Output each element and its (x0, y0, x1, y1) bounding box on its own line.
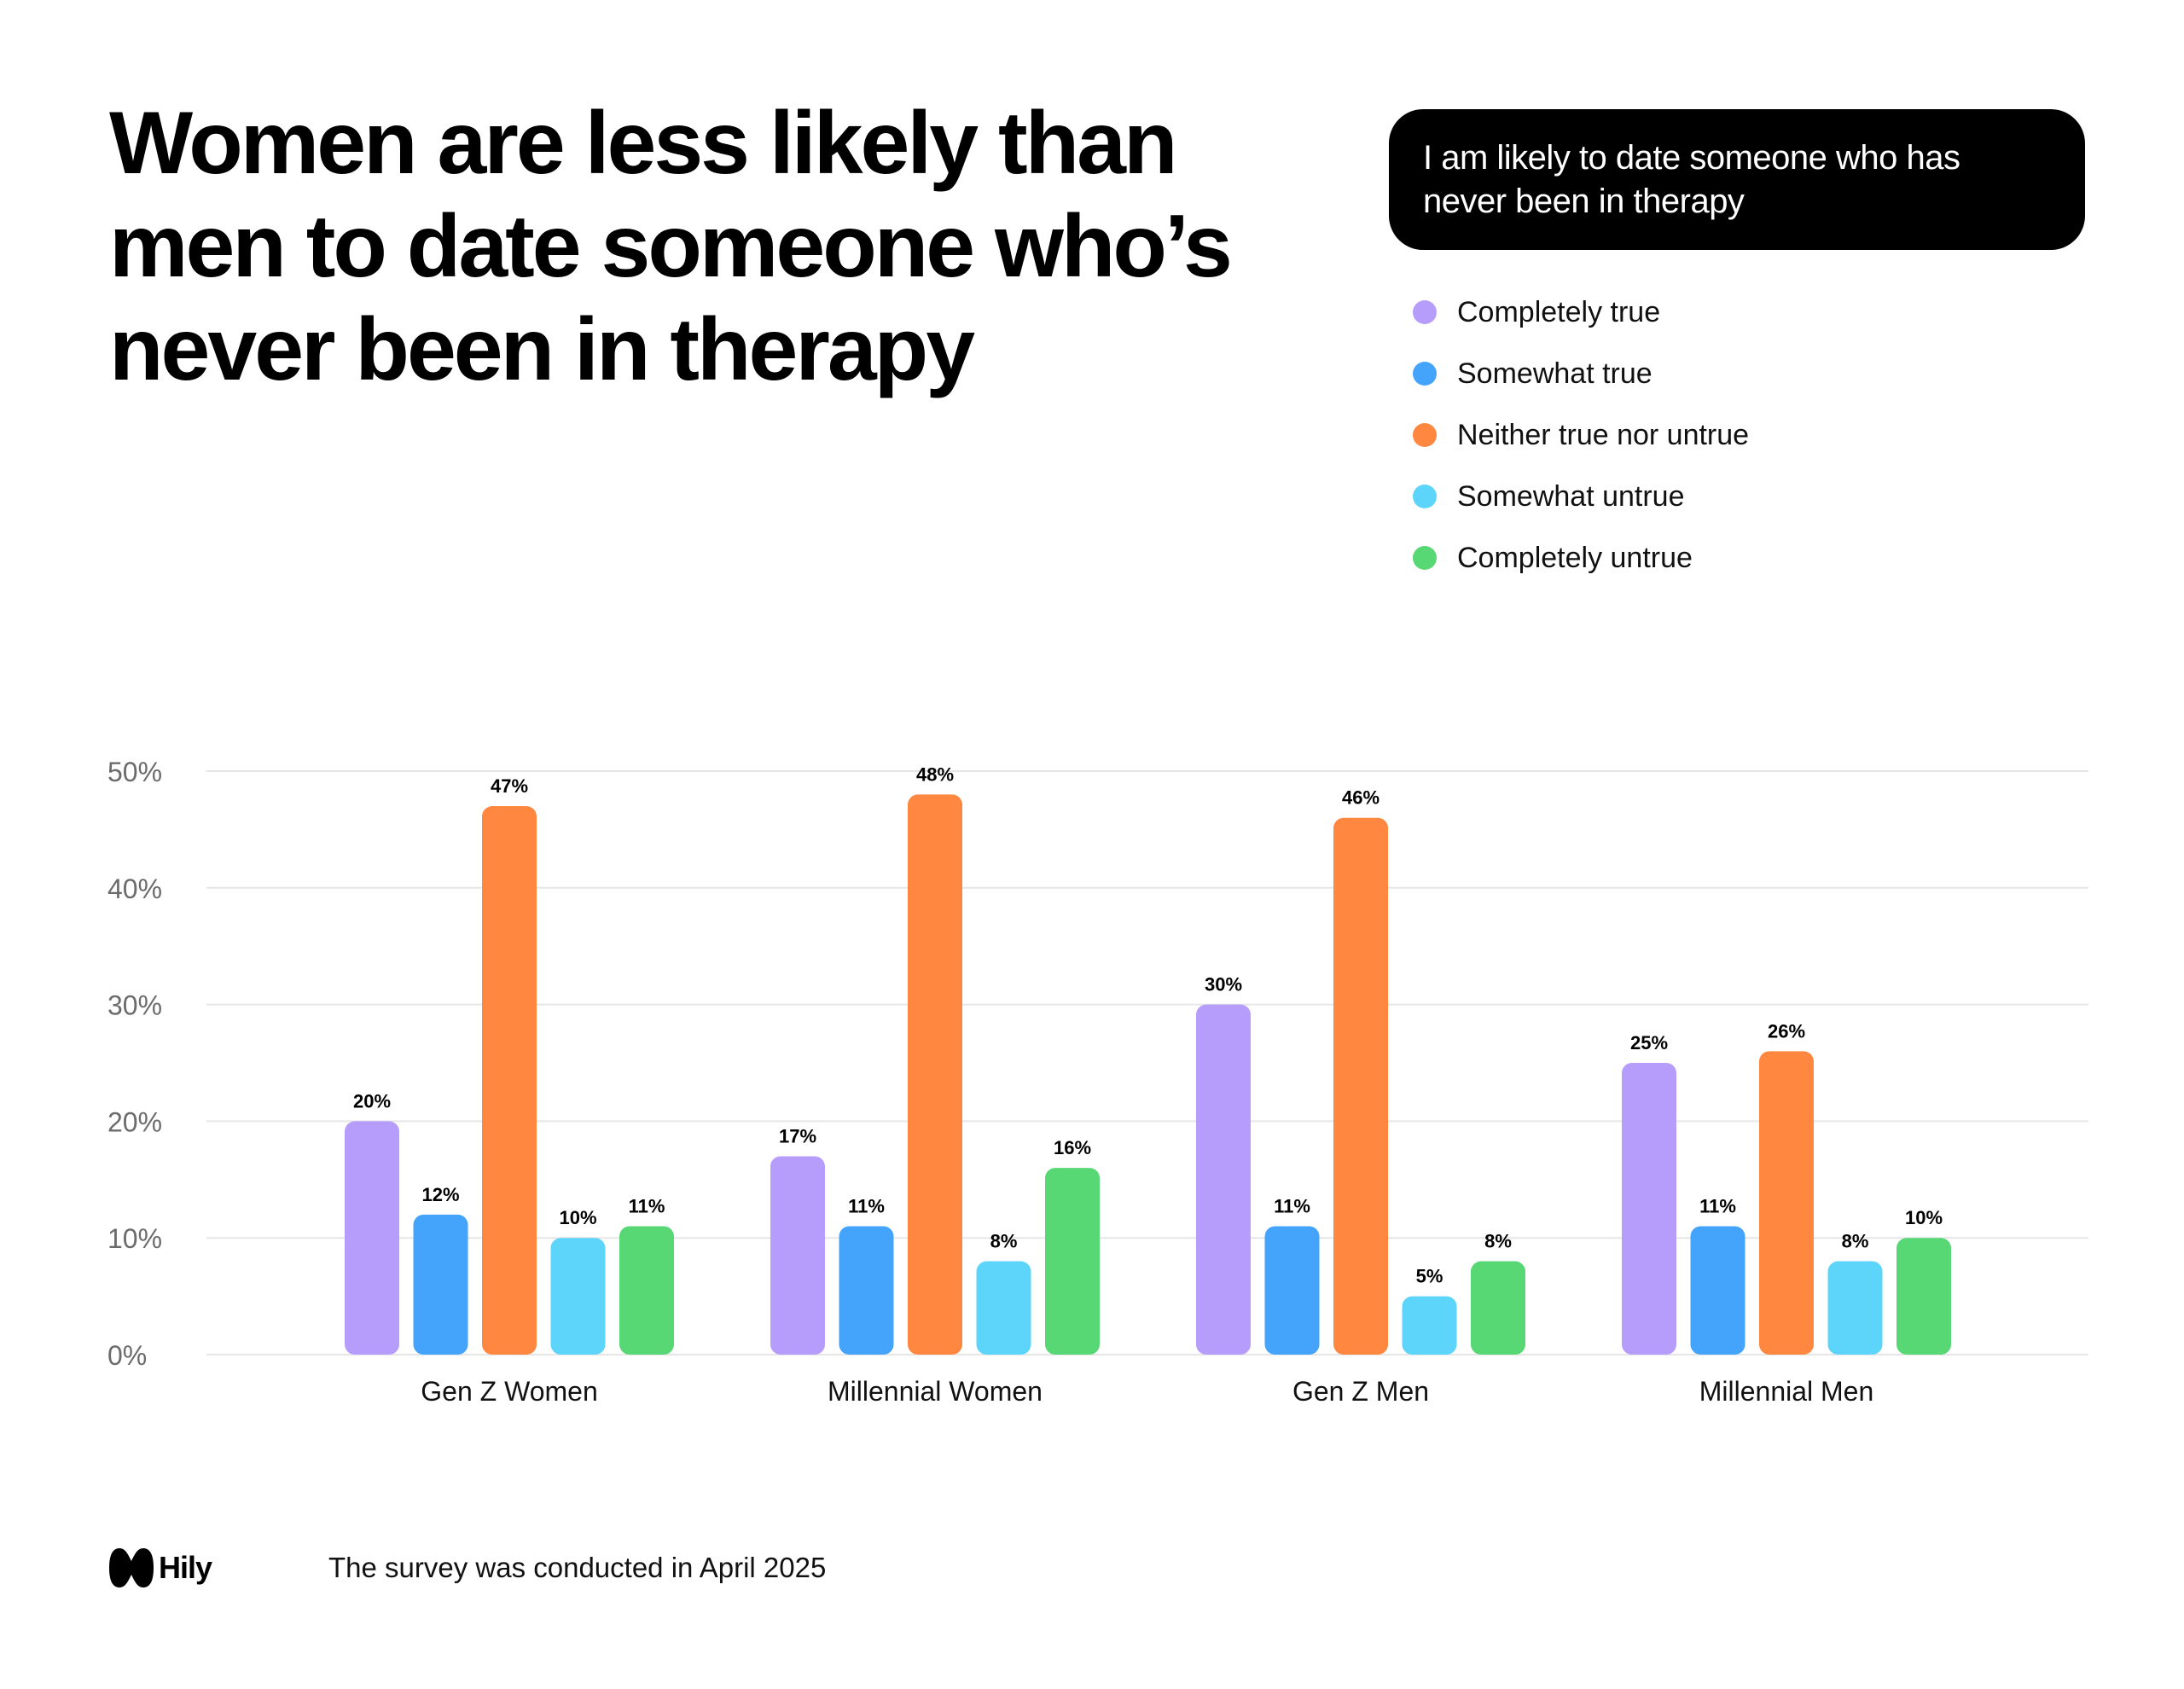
legend-label: Somewhat true (1457, 357, 1653, 390)
bar-value-label: 8% (1842, 1231, 1869, 1252)
legend-dot-icon (1413, 485, 1437, 508)
hily-logo: Hily (109, 1544, 212, 1592)
x-axis-ticks: Gen Z Women Millennial Women Gen Z Men Mill… (421, 1376, 1873, 1407)
legend-label: Completely untrue (1457, 541, 1693, 574)
bar (482, 806, 537, 1355)
bar-value-label: 26% (1768, 1020, 1805, 1042)
y-tick-label: 0% (107, 1340, 147, 1371)
bar-value-label: 30% (1205, 974, 1242, 995)
bar-value-label: 11% (848, 1196, 885, 1217)
x-tick-label: Gen Z Men (1292, 1376, 1429, 1407)
legend: Completely true Somewhat true Neither tr… (1413, 282, 1749, 589)
bar (1471, 1261, 1525, 1355)
x-tick-label: Millennial Women (828, 1376, 1043, 1407)
bar (1196, 1004, 1251, 1355)
bar (345, 1121, 399, 1355)
legend-label: Somewhat untrue (1457, 479, 1685, 513)
bar (1622, 1063, 1676, 1355)
y-tick-label: 30% (107, 990, 162, 1021)
bar-value-label: 11% (1274, 1196, 1310, 1217)
data-labels: 20% 12% 47% 10% 11% 17% 11% 48% 8% 16% 30% 11% 46% 5%… (353, 763, 1943, 1286)
headline-line-2: men to date someone who’s (109, 197, 1233, 296)
bar-value-label: 17% (779, 1125, 816, 1146)
headline-line-1: Women are less likely than (109, 94, 1178, 193)
legend-item-neither: Neither true nor untrue (1413, 404, 1749, 466)
bar (1690, 1226, 1745, 1355)
legend-item-somewhat-untrue: Somewhat untrue (1413, 466, 1749, 527)
bar-value-label: 47% (491, 775, 528, 797)
legend-item-somewhat-true: Somewhat true (1413, 343, 1749, 404)
footer: Hily The survey was conducted in April 2… (109, 1544, 1304, 1592)
bar-value-label: 10% (1905, 1207, 1943, 1228)
bar (1264, 1226, 1320, 1355)
bar (908, 794, 962, 1355)
logo-text: Hily (159, 1550, 212, 1585)
bar (619, 1226, 674, 1355)
bar-value-label: 25% (1630, 1032, 1668, 1053)
headline-line-3: never been in therapy (109, 300, 975, 399)
question-box: I am likely to date someone who has neve… (1389, 109, 2085, 250)
bar (1759, 1051, 1814, 1355)
bar-value-label: 8% (990, 1231, 1018, 1252)
bar-value-label: 8% (1484, 1231, 1512, 1252)
bar-value-label: 46% (1342, 787, 1380, 809)
bar (413, 1214, 468, 1355)
legend-label: Completely true (1457, 295, 1661, 328)
headline: Women are less likely than men to date s… (109, 92, 1269, 402)
y-tick-label: 10% (107, 1223, 162, 1254)
bar (839, 1226, 894, 1355)
hily-logo-icon (109, 1548, 154, 1587)
bar (976, 1261, 1031, 1355)
bar-value-label: 20% (353, 1090, 391, 1111)
bar (1402, 1296, 1457, 1355)
bar-value-label: 48% (916, 763, 954, 785)
y-axis-ticks: 0% 10% 20% 30% 40% 50% (107, 757, 162, 1371)
bar-chart: 0% 10% 20% 30% 40% 50% 20% 12% 47% 10% 11% 17% 11% 4… (107, 757, 2088, 1407)
bar (1045, 1168, 1100, 1355)
survey-footnote: The survey was conducted in April 2025 (328, 1552, 827, 1583)
legend-dot-icon (1413, 300, 1437, 324)
bar-value-label: 5% (1416, 1266, 1443, 1287)
bar (1827, 1261, 1883, 1355)
legend-label: Neither true nor untrue (1457, 418, 1750, 451)
x-tick-label: Gen Z Women (421, 1376, 597, 1407)
legend-item-completely-untrue: Completely untrue (1413, 527, 1749, 589)
bar-value-label: 11% (1699, 1196, 1736, 1217)
x-tick-label: Millennial Men (1699, 1376, 1874, 1407)
y-tick-label: 40% (107, 874, 162, 904)
y-tick-label: 20% (107, 1106, 162, 1137)
bar (1333, 817, 1388, 1355)
bar-value-label: 12% (421, 1184, 459, 1205)
bar (1896, 1238, 1951, 1355)
bars (345, 794, 1951, 1355)
legend-item-completely-true: Completely true (1413, 282, 1749, 343)
bar-value-label: 16% (1054, 1137, 1091, 1158)
bar (550, 1238, 606, 1355)
legend-dot-icon (1413, 362, 1437, 386)
y-tick-label: 50% (107, 757, 162, 787)
bar (770, 1156, 825, 1355)
bar-value-label: 10% (559, 1207, 596, 1228)
legend-dot-icon (1413, 546, 1437, 570)
legend-dot-icon (1413, 423, 1437, 447)
bar-value-label: 11% (629, 1196, 665, 1217)
